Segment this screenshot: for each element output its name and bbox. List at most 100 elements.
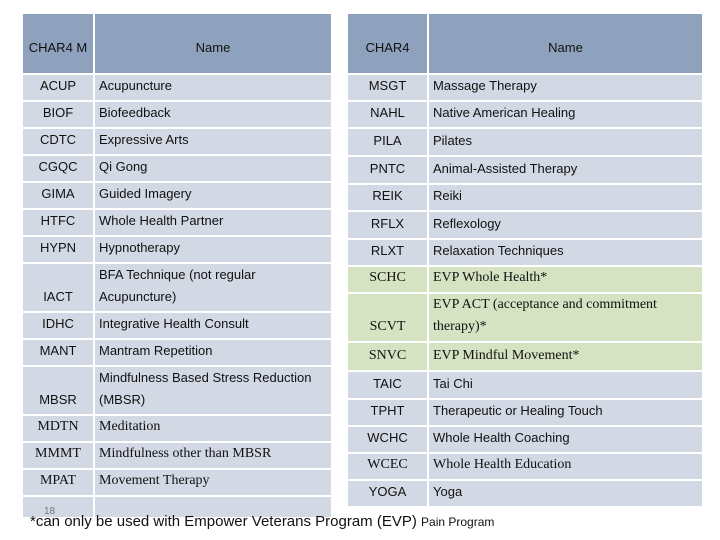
header-row: CHAR4 Name	[346, 12, 704, 75]
name-cell: Animal-Assisted Therapy	[427, 155, 704, 185]
table-row: MANT Mantram Repetition	[21, 338, 333, 367]
empty-cell	[21, 495, 95, 519]
name-cell: Hypnotherapy	[93, 235, 333, 264]
code-cell: CDTC	[21, 127, 95, 156]
table-row: SNVC EVP Mindful Movement*	[346, 341, 704, 372]
name-cell: Reiki	[427, 183, 704, 212]
code-cell: HTFC	[21, 208, 95, 237]
table-row: HTFC Whole Health Partner	[21, 208, 333, 237]
header-cell: Name	[427, 12, 704, 75]
code-cell: MBSR	[21, 365, 95, 416]
code-cell: TAIC	[346, 370, 429, 400]
header-cell: CHAR4	[346, 12, 429, 75]
table-row: TAIC Tai Chi	[346, 370, 704, 400]
name-cell: Reflexology	[427, 210, 704, 240]
header-row: CHAR4 M Name	[21, 12, 333, 75]
table-row: RLXT Relaxation Techniques	[346, 238, 704, 267]
empty-cell	[93, 495, 333, 519]
name-cell: Pilates	[427, 127, 704, 157]
table-row: REIK Reiki	[346, 183, 704, 212]
name-cell: Whole Health Partner	[93, 208, 333, 237]
name-cell: Biofeedback	[93, 100, 333, 129]
name-cell: Meditation	[93, 414, 333, 443]
left-table: CHAR4 M Name ACUP Acupuncture BIOF Biofeedb…	[21, 12, 333, 519]
name-cell: BFA Technique (not regular Acupuncture)	[93, 262, 333, 313]
table-row: MMMT Mindfulness other than MBSR	[21, 441, 333, 470]
table-row: BIOF Biofeedback	[21, 100, 333, 129]
right-table: CHAR4 Name MSGT Massage Therapy NAHL Native…	[346, 12, 704, 508]
name-cell: Massage Therapy	[427, 73, 704, 102]
name-cell: EVP Whole Health*	[427, 265, 704, 294]
code-cell: BIOF	[21, 100, 95, 129]
code-cell: MANT	[21, 338, 95, 367]
name-cell: Yoga	[427, 479, 704, 508]
footnote-small: Pain Program	[421, 515, 495, 529]
table-row: CGQC Qi Gong	[21, 154, 333, 183]
code-cell: RFLX	[346, 210, 429, 240]
name-cell: EVP ACT (acceptance and commitment thera…	[427, 292, 704, 343]
code-cell: SNVC	[346, 341, 429, 372]
slide-number: 18	[44, 506, 56, 517]
table-row: SCHC EVP Whole Health*	[346, 265, 704, 294]
name-cell: Mindfulness other than MBSR	[93, 441, 333, 470]
name-cell: Native American Healing	[427, 100, 704, 129]
name-cell: Qi Gong	[93, 154, 333, 183]
table-row: GIMA Guided Imagery	[21, 181, 333, 210]
empty-row	[21, 495, 333, 519]
code-cell: RLXT	[346, 238, 429, 267]
header-cell: CHAR4 M	[21, 12, 95, 75]
code-cell: ACUP	[21, 73, 95, 102]
code-cell: NAHL	[346, 100, 429, 129]
table-row: MPAT Movement Therapy	[21, 468, 333, 497]
code-cell: MPAT	[21, 468, 95, 497]
header-cell: Name	[93, 12, 333, 75]
code-cell: CGQC	[21, 154, 95, 183]
code-cell: PILA	[346, 127, 429, 157]
table-row: PILA Pilates	[346, 127, 704, 157]
code-cell: WCEC	[346, 452, 429, 481]
name-cell: Mantram Repetition	[93, 338, 333, 367]
name-cell: Acupuncture	[93, 73, 333, 102]
name-cell: Expressive Arts	[93, 127, 333, 156]
name-cell: Whole Health Education	[427, 452, 704, 481]
code-cell: MMMT	[21, 441, 95, 470]
table-row: WCEC Whole Health Education	[346, 452, 704, 481]
code-cell: SCHC	[346, 265, 429, 294]
name-cell: Whole Health Coaching	[427, 425, 704, 454]
code-cell: IDHC	[21, 311, 95, 340]
name-cell: Therapeutic or Healing Touch	[427, 398, 704, 427]
name-cell: Integrative Health Consult	[93, 311, 333, 340]
table-row: SCVT EVP ACT (acceptance and commitment t…	[346, 292, 704, 343]
name-cell: Tai Chi	[427, 370, 704, 400]
table-row: PNTC Animal-Assisted Therapy	[346, 155, 704, 185]
code-cell: MSGT	[346, 73, 429, 102]
footnote-text: *can only be used with Empower Veterans …	[30, 513, 417, 530]
table-row: YOGA Yoga	[346, 479, 704, 508]
table-row: MBSR Mindfulness Based Stress Reduction (…	[21, 365, 333, 416]
code-cell: REIK	[346, 183, 429, 212]
code-cell: HYPN	[21, 235, 95, 264]
table-row: ACUP Acupuncture	[21, 73, 333, 102]
table-row: NAHL Native American Healing	[346, 100, 704, 129]
name-cell: Movement Therapy	[93, 468, 333, 497]
name-cell: Guided Imagery	[93, 181, 333, 210]
code-cell: IACT	[21, 262, 95, 313]
footnote: *can only be used with Empower Veterans …	[30, 513, 494, 530]
table-row: IDHC Integrative Health Consult	[21, 311, 333, 340]
code-cell: MDTN	[21, 414, 95, 443]
code-cell: WCHC	[346, 425, 429, 454]
table-row: CDTC Expressive Arts	[21, 127, 333, 156]
table-row: MSGT Massage Therapy	[346, 73, 704, 102]
table-row: IACT BFA Technique (not regular Acupunctu…	[21, 262, 333, 313]
code-cell: SCVT	[346, 292, 429, 343]
table-row: MDTN Meditation	[21, 414, 333, 443]
code-cell: PNTC	[346, 155, 429, 185]
table-row: HYPN Hypnotherapy	[21, 235, 333, 264]
code-cell: TPHT	[346, 398, 429, 427]
code-cell: GIMA	[21, 181, 95, 210]
code-cell: YOGA	[346, 479, 429, 508]
name-cell: Mindfulness Based Stress Reduction (MBSR…	[93, 365, 333, 416]
table-row: TPHT Therapeutic or Healing Touch	[346, 398, 704, 427]
name-cell: EVP Mindful Movement*	[427, 341, 704, 372]
